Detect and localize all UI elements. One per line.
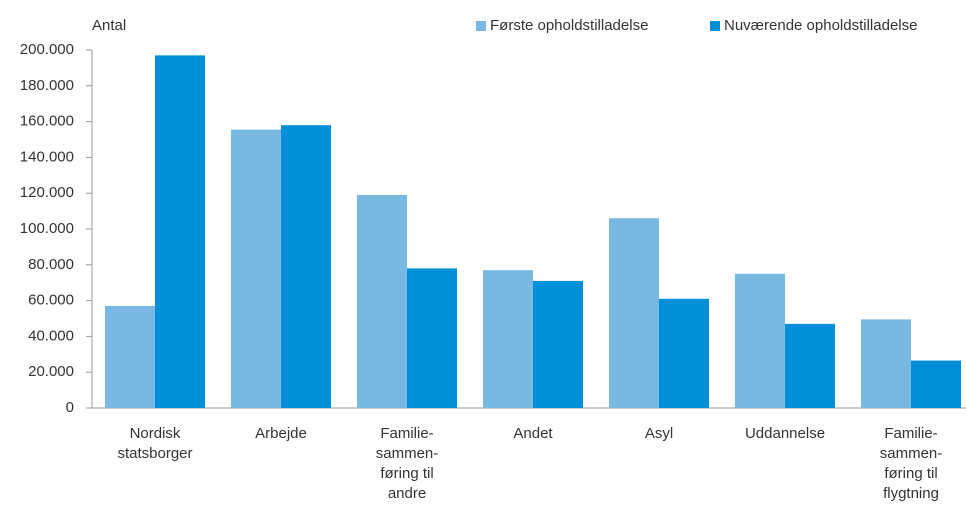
y-tick-label: 180.000 xyxy=(20,77,74,94)
bar xyxy=(281,125,331,409)
x-tick-label: Familie- sammen- føring til andre xyxy=(375,425,439,502)
bar xyxy=(483,270,533,408)
y-tick-label: 60.000 xyxy=(28,292,74,309)
bar xyxy=(105,305,155,408)
bar xyxy=(911,360,961,408)
bar xyxy=(231,129,281,408)
legend-label: Nuværende opholdstilladelse xyxy=(724,17,917,34)
y-tick-label: 80.000 xyxy=(28,256,74,273)
x-tick-label: Andet xyxy=(513,425,553,442)
y-tick-label: 200.000 xyxy=(20,41,74,58)
bar xyxy=(407,268,457,408)
bar xyxy=(861,319,911,408)
legend-swatch xyxy=(476,21,486,31)
y-tick-label: 120.000 xyxy=(20,184,74,201)
y-axis-label: Antal xyxy=(92,17,126,34)
bar xyxy=(785,323,835,408)
x-tick-label: Nordisk statsborger xyxy=(117,425,193,462)
y-tick-label: 40.000 xyxy=(28,327,74,344)
bar xyxy=(357,194,407,408)
x-tick-label: Arbejde xyxy=(255,425,307,442)
y-tick-label: 20.000 xyxy=(28,363,74,380)
y-tick-label: 160.000 xyxy=(20,113,74,130)
legend-label: Første opholdstilladelse xyxy=(490,17,648,34)
x-tick-label: Familie- sammen- føring til flygtning xyxy=(879,425,943,502)
bar xyxy=(609,218,659,408)
y-tick-label: 0 xyxy=(66,399,74,416)
y-tick-label: 140.000 xyxy=(20,148,74,165)
x-tick-label: Asyl xyxy=(644,425,674,442)
y-tick-label: 100.000 xyxy=(20,220,74,237)
bar xyxy=(533,280,583,408)
bar xyxy=(735,273,785,408)
bar xyxy=(155,55,205,409)
bar xyxy=(659,298,709,408)
legend-swatch xyxy=(710,21,720,31)
x-tick-label: Uddannelse xyxy=(744,425,826,442)
